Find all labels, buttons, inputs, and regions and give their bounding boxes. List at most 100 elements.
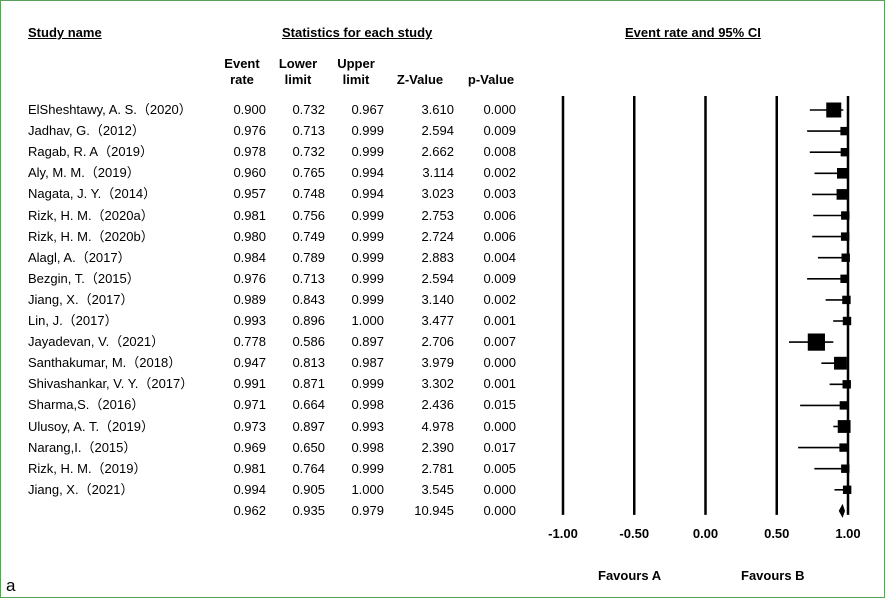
p-value-cell: 0.000	[483, 418, 516, 434]
col-upper-line1: Upper	[337, 56, 375, 71]
z-value-cell: 2.594	[421, 270, 454, 286]
p-value-cell: 0.008	[483, 144, 516, 160]
p-value-cell: 0.006	[483, 207, 516, 223]
lower-limit-cell: 0.650	[292, 439, 325, 455]
study-marker	[842, 295, 851, 305]
p-value-cell: 0.002	[483, 291, 516, 307]
study-name: Santhakumar, M.（2018）	[28, 355, 182, 371]
study-marker	[837, 168, 848, 179]
col-lower-line2: limit	[284, 72, 312, 87]
col-lower-header: Lower limit	[272, 56, 324, 88]
summary-event-rate-cell: 0.962	[233, 502, 266, 518]
lower-limit-cell: 0.749	[292, 228, 325, 244]
z-value-cell: 3.140	[421, 291, 454, 307]
favours-b-label: Favours B	[741, 568, 805, 583]
lower-limit-cell: 0.897	[292, 418, 325, 434]
lower-limit-cell: 0.896	[292, 313, 325, 328]
p-value-cell: 0.009	[483, 270, 516, 286]
z-value-cell: 2.753	[421, 207, 454, 223]
lower-limit-cell: 0.732	[292, 144, 325, 160]
z-value-cell: 3.302	[421, 376, 454, 392]
event-rate-cell: 0.994	[233, 481, 266, 497]
study-marker	[842, 380, 851, 389]
upper-limit-cell: 0.994	[351, 186, 384, 202]
p-value-cell: 0.017	[483, 439, 516, 455]
upper-limit-cell: 0.999	[351, 144, 384, 160]
lower-limit-cell: 0.732	[292, 102, 325, 117]
col-upper-line2: limit	[342, 72, 370, 87]
lower-limit-cell: 0.756	[292, 207, 325, 223]
study-name: Rizk, H. M.（2020b）	[28, 228, 154, 244]
study-marker	[807, 333, 825, 351]
p-value-cell: 0.009	[483, 123, 516, 139]
study-marker	[834, 356, 847, 370]
lower-limit-cell: 0.664	[292, 397, 325, 413]
col-z-header: Z-Value	[396, 72, 444, 87]
z-value-cell: 3.114	[422, 165, 454, 181]
z-value-cell: 2.781	[421, 460, 454, 476]
z-value-cell: 3.023	[421, 186, 454, 202]
upper-limit-cell: 0.999	[351, 460, 384, 476]
p-value-cell: 0.000	[483, 102, 516, 117]
upper-limit-cell: 0.998	[351, 397, 384, 413]
z-value-cell: 2.594	[421, 123, 454, 139]
study-name: Ulusoy, A. T.（2019）	[28, 418, 154, 434]
x-tick-label: 0.00	[693, 526, 718, 541]
event-rate-cell: 0.981	[233, 460, 266, 476]
p-value-cell: 0.003	[483, 186, 516, 202]
summary-diamond	[838, 503, 846, 518]
z-value-cell: 2.706	[421, 334, 454, 350]
upper-limit-cell: 0.999	[351, 270, 384, 286]
p-value-cell: 0.007	[483, 334, 516, 350]
study-name: Aly, M. M.（2019）	[28, 165, 140, 181]
p-value-cell: 0.002	[483, 165, 516, 181]
lower-limit-cell: 0.813	[292, 355, 325, 371]
study-name: Alagl, A.（2017）	[28, 249, 131, 265]
summary-z-value-cell: 10.945	[414, 502, 454, 518]
study-marker	[841, 464, 850, 473]
p-value-cell: 0.001	[483, 376, 516, 392]
z-value-cell: 2.662	[421, 144, 454, 160]
upper-limit-cell: 0.994	[351, 165, 384, 181]
study-marker	[839, 401, 849, 410]
summary-p-value-cell: 0.000	[483, 502, 516, 518]
event-rate-cell: 0.980	[233, 228, 266, 244]
x-tick-label: 1.00	[835, 526, 860, 541]
z-value-cell: 3.979	[421, 355, 454, 371]
upper-limit-cell: 1.000	[351, 313, 384, 328]
study-name: Rizk, H. M.（2019）	[28, 460, 147, 476]
lower-limit-cell: 0.713	[292, 270, 325, 286]
event-rate-cell: 0.989	[233, 291, 266, 307]
study-marker	[840, 232, 850, 241]
summary-upper-limit-cell: 0.979	[351, 502, 384, 518]
event-rate-cell: 0.991	[233, 376, 266, 392]
event-rate-cell: 0.976	[233, 123, 266, 139]
p-value-cell: 0.015	[483, 397, 516, 413]
col-upper-header: Upper limit	[330, 56, 382, 88]
study-marker	[842, 316, 852, 326]
study-name: Sharma,S.（2016）	[28, 397, 145, 413]
study-marker	[839, 443, 848, 452]
study-name: Bezgin, T.（2015）	[28, 270, 140, 286]
upper-limit-cell: 0.999	[351, 249, 384, 265]
summary-lower-limit-cell: 0.935	[292, 502, 325, 518]
x-tick-label: -0.50	[619, 526, 649, 541]
x-tick-label: -1.00	[548, 526, 578, 541]
lower-limit-cell: 0.789	[292, 249, 325, 265]
study-marker	[840, 126, 849, 136]
lower-limit-cell: 0.586	[292, 334, 325, 350]
lower-limit-cell: 0.843	[292, 291, 325, 307]
study-name-header: Study name	[28, 25, 102, 40]
upper-limit-cell: 0.987	[351, 355, 384, 371]
upper-limit-cell: 0.999	[351, 291, 384, 307]
lower-limit-cell: 0.871	[292, 376, 325, 392]
event-rate-cell: 0.957	[233, 186, 266, 202]
upper-limit-cell: 0.897	[351, 334, 384, 350]
z-value-cell: 3.610	[421, 102, 454, 117]
p-value-cell: 0.004	[483, 249, 516, 265]
lower-limit-cell: 0.748	[292, 186, 325, 202]
study-name: Jadhav, G.（2012）	[28, 123, 145, 139]
study-name: Ragab, R. A（2019）	[28, 144, 154, 160]
study-name: Jayadevan, V.（2021）	[28, 334, 165, 350]
